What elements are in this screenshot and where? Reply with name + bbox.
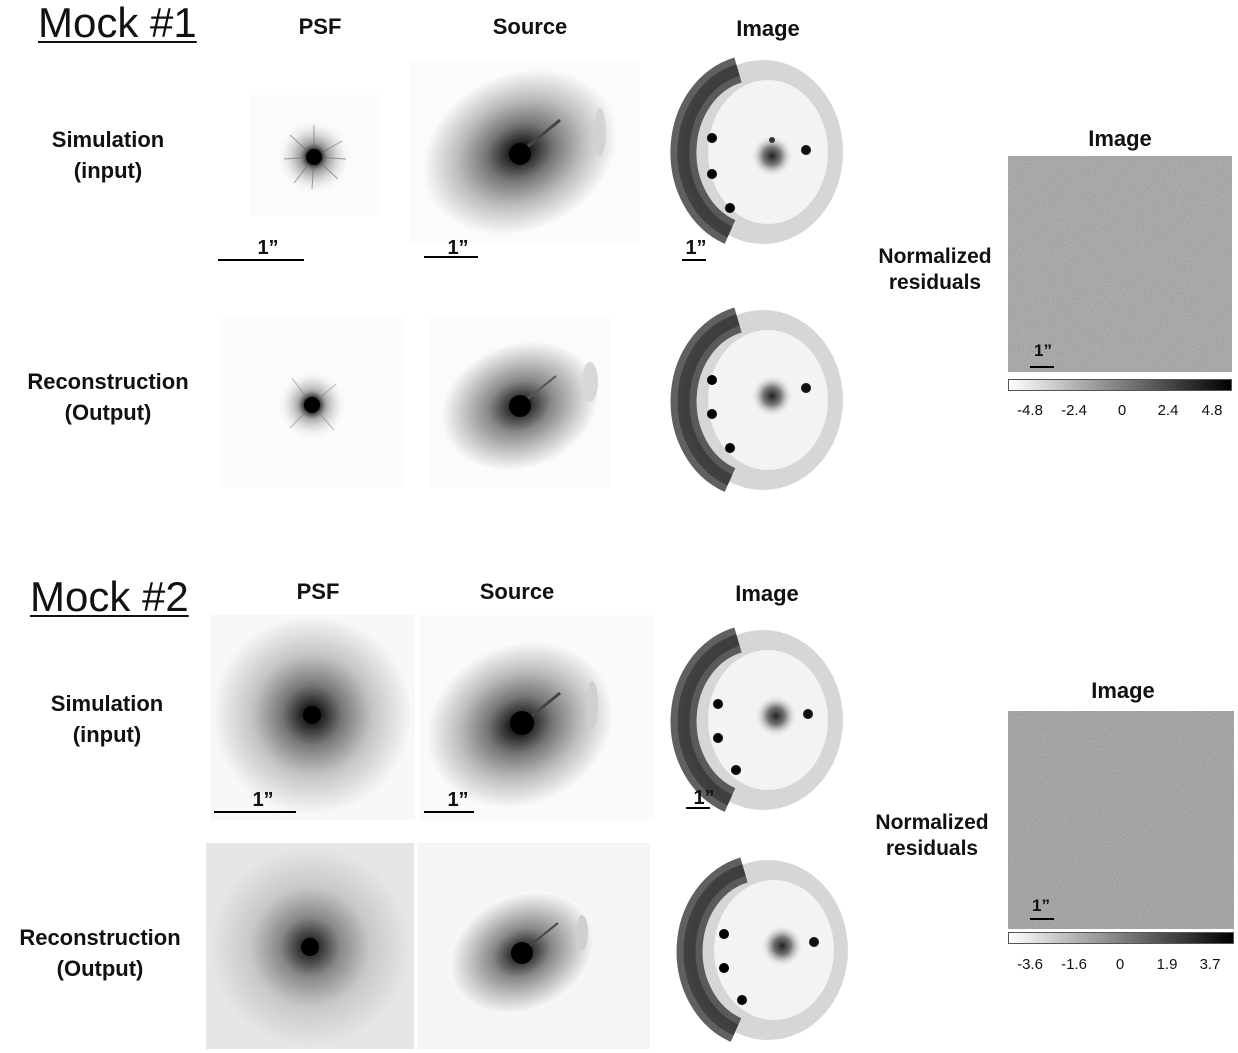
mock-1-image-scale-bar xyxy=(682,259,706,261)
mock-1-psf-scale-label: 1” xyxy=(257,237,279,259)
mock-1-source-scale-bar xyxy=(424,256,478,258)
row-label-line1: Reconstruction xyxy=(27,369,189,394)
mock-1-rec-psf-panel xyxy=(220,318,405,488)
mock-2-colorbar-tick: 3.7 xyxy=(1199,956,1221,973)
mock-1-residuals-label: Normalized residuals xyxy=(878,244,991,296)
mock-2-colorbar-tick: 1.9 xyxy=(1156,956,1178,973)
mock-2-image-scale-bar xyxy=(686,807,710,809)
mock-2-source-scale-label: 1” xyxy=(447,789,469,811)
mock-2-colorbar-tick: -1.6 xyxy=(1061,956,1087,973)
mock-2-row-reconstruction: Reconstruction (Output) xyxy=(19,922,180,984)
mock-2-rec-image-panel xyxy=(668,850,848,1050)
mock-1-rec-source-panel xyxy=(430,316,610,488)
mock-1-row-reconstruction: Reconstruction (Output) xyxy=(27,366,188,428)
row-label-line2: (Output) xyxy=(64,400,152,425)
row-label-line2: (input) xyxy=(72,722,142,747)
mock-2-row-simulation: Simulation (input) xyxy=(51,688,163,750)
mock-1-sim-psf-panel xyxy=(250,95,380,215)
mock-1-residual-scale-bar xyxy=(1030,366,1054,368)
mock-1-sim-image-panel xyxy=(668,52,848,252)
mock-1-colorbar xyxy=(1008,379,1232,391)
mock-2-residual-scale-label: 1” xyxy=(1032,896,1050,915)
mock-1-image-header: Image xyxy=(736,16,800,41)
mock-2-psf-scale-label: 1” xyxy=(252,789,274,811)
row-label-line1: Reconstruction xyxy=(19,925,181,950)
mock-1-residual-scale-label: 1” xyxy=(1034,341,1052,360)
mock-1-colorbar-tick: -2.4 xyxy=(1061,402,1087,419)
row-label-line2: (Output) xyxy=(56,956,144,981)
mock-1-title: Mock #1 xyxy=(38,0,197,46)
mock-2-rec-psf-panel xyxy=(206,843,414,1049)
mock-2-source-header: Source xyxy=(479,579,555,604)
mock-2-source-scale-bar xyxy=(424,811,474,813)
mock-2-residual-scale-bar xyxy=(1030,918,1054,920)
row-label-line1: Simulation xyxy=(51,127,165,152)
mock-1-residuals-title: Image xyxy=(1088,126,1152,151)
residuals-label-line2: residuals xyxy=(888,271,982,294)
mock-1-colorbar-tick: 0 xyxy=(1117,402,1127,419)
mock-2-image-scale-label: 1” xyxy=(693,787,715,809)
mock-2-colorbar-tick: -3.6 xyxy=(1017,956,1043,973)
mock-1-source-header: Source xyxy=(492,14,568,39)
mock-2-psf-scale-bar xyxy=(214,811,296,813)
mock-2-sim-psf-panel xyxy=(210,615,415,820)
mock-2-residuals-title: Image xyxy=(1091,678,1155,703)
mock-2-residuals-label: Normalized residuals xyxy=(875,810,988,862)
mock-2-colorbar-tick: 0 xyxy=(1115,956,1125,973)
mock-1-colorbar-tick: -4.8 xyxy=(1017,402,1043,419)
mock-1-psf-header: PSF xyxy=(298,14,342,39)
mock-2-residual-map xyxy=(1008,711,1234,929)
mock-1-residual-map xyxy=(1008,156,1232,372)
residuals-label-line1: Normalized xyxy=(875,811,989,834)
mock-2-psf-header: PSF xyxy=(296,579,340,604)
mock-1-colorbar-tick: 4.8 xyxy=(1201,402,1223,419)
mock-2-rec-source-panel xyxy=(418,843,650,1049)
mock-1-row-simulation: Simulation (input) xyxy=(52,124,164,186)
mock-2-image-header: Image xyxy=(735,581,799,606)
row-label-line1: Simulation xyxy=(50,691,164,716)
residuals-label-line1: Normalized xyxy=(878,245,992,268)
mock-2-sim-source-panel xyxy=(420,615,655,820)
row-label-line2: (input) xyxy=(73,158,143,183)
residuals-label-line2: residuals xyxy=(885,837,979,860)
mock-2-colorbar xyxy=(1008,932,1234,944)
mock-1-image-scale-label: 1” xyxy=(685,237,707,259)
mock-1-source-scale-label: 1” xyxy=(447,237,469,259)
mock-2-sim-image-panel xyxy=(668,620,848,820)
mock-1-sim-source-panel xyxy=(410,62,640,242)
mock-2-title: Mock #2 xyxy=(30,573,189,620)
mock-1-psf-scale-bar xyxy=(218,259,304,261)
mock-1-rec-image-panel xyxy=(668,300,848,500)
mock-1-colorbar-tick: 2.4 xyxy=(1157,402,1179,419)
